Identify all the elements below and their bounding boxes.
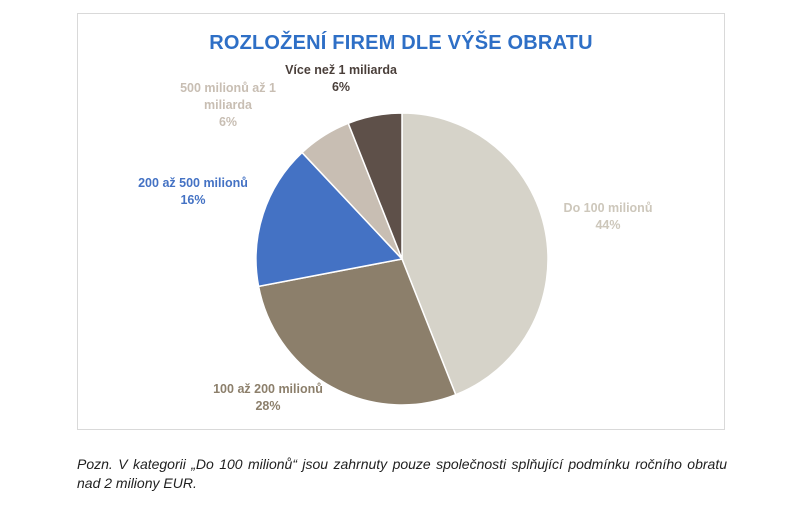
chart-frame: ROZLOŽENÍ FIREM DLE VÝŠE OBRATU Do 100 m… [77, 13, 725, 430]
slice-label: 100 až 200 milionů [213, 382, 323, 396]
pie-chart [255, 112, 549, 406]
slice-label-line-1: 500 milionů až 1 [180, 81, 276, 95]
slice-value: 6% [331, 80, 351, 94]
label-100-az-200-milionu: 100 až 200 milionů 28% [183, 381, 353, 415]
label-500-milionu-az-1-miliarda: 500 milionů až 1 miliarda 6% [158, 80, 298, 131]
slice-value: 28% [255, 399, 281, 413]
slice-value: 6% [218, 115, 238, 129]
label-200-az-500-milionu: 200 až 500 milionů 16% [118, 175, 268, 209]
label-do-100-milionu: Do 100 milionů 44% [533, 200, 683, 234]
slice-label: 200 až 500 milionů [138, 176, 248, 190]
pie-slice-0 [401, 112, 549, 396]
label-vice-nez-1-miliarda: Více než 1 miliarda 6% [266, 62, 416, 96]
slice-value: 16% [180, 193, 206, 207]
slice-label-line-2: miliarda [204, 98, 252, 112]
pie-slice-2 [255, 151, 404, 288]
footnote: Pozn. V kategorii „Do 100 milionů“ jsou … [77, 456, 727, 491]
pie-slice-1 [257, 258, 457, 406]
slice-label: Více než 1 miliarda [285, 63, 397, 77]
slice-value: 44% [595, 218, 621, 232]
chart-title: ROZLOŽENÍ FIREM DLE VÝŠE OBRATU [209, 32, 593, 54]
slice-label: Do 100 milionů [563, 201, 653, 215]
pie-slice-4 [347, 112, 403, 260]
